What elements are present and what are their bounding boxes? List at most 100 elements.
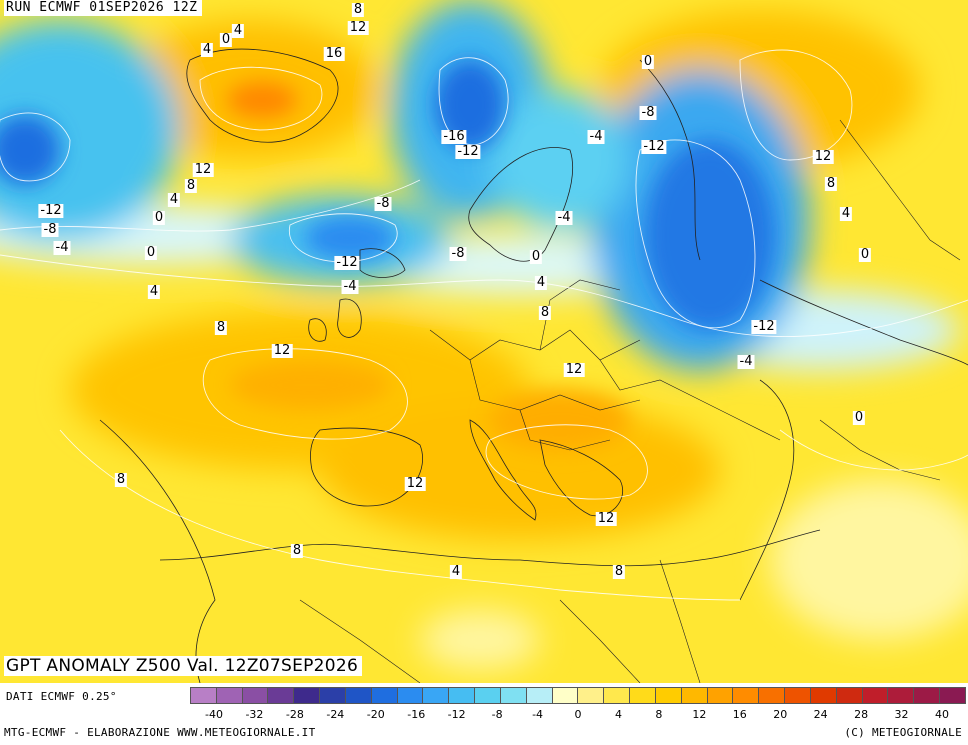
contour-label: 0: [529, 249, 543, 264]
legend-tick-label: -40: [205, 708, 223, 721]
contour-label: 12: [271, 343, 293, 358]
contour-label: 0: [219, 32, 233, 47]
legend-color-cell: [810, 688, 837, 703]
legend-color-cell: [655, 688, 682, 703]
contour-label: -4: [555, 210, 573, 225]
legend-tick-label: -32: [245, 708, 264, 721]
legend-tick-label: -24: [326, 708, 345, 721]
contour-label: 8: [351, 2, 365, 17]
contour-label: 8: [538, 305, 552, 320]
legend-color-cell: [604, 688, 631, 703]
legend-tick-label: 12: [692, 708, 707, 721]
legend-tick-label: -16: [407, 708, 426, 721]
contour-label: 4: [200, 42, 214, 57]
anomaly-map: 8 12 4 0 4 16 0 -16 -12 -4 -8 -12 12 8 4…: [0, 0, 968, 683]
contour-label: 12: [347, 20, 369, 35]
legend-color-cell: [294, 688, 321, 703]
legend-color-cell: [888, 688, 915, 703]
legend-tick-label: 32: [894, 708, 909, 721]
legend-tick-label: 16: [732, 708, 747, 721]
contour-label: -8: [374, 196, 392, 211]
run-label: RUN ECMWF 01SEP2026 12Z: [4, 0, 202, 16]
contour-label: 4: [147, 284, 161, 299]
legend-color-cell: [707, 688, 734, 703]
contour-label: 4: [167, 192, 181, 207]
legend-color-cell: [242, 688, 269, 703]
map-canvas: [0, 0, 968, 683]
contour-label: 0: [641, 54, 655, 69]
contour-label: 0: [852, 410, 866, 425]
contour-label: -4: [737, 354, 755, 369]
contour-label: 0: [144, 245, 158, 260]
legend-color-cell: [836, 688, 863, 703]
legend-color-cell: [552, 688, 579, 703]
legend-color-cell: [216, 688, 243, 703]
color-scale-legend: [190, 687, 966, 704]
legend-tick-label: -20: [366, 708, 385, 721]
legend-tick-label: 4: [614, 708, 622, 721]
legend-color-cell: [785, 688, 811, 703]
legend-tick-label: -4: [532, 708, 544, 721]
legend-color-cell: [345, 688, 372, 703]
contour-label: 4: [449, 564, 463, 579]
legend-tick-label: 20: [773, 708, 788, 721]
map-title: GPT ANOMALY Z500 Val. 12Z07SEP2026: [4, 656, 363, 676]
legend-color-cell: [191, 688, 217, 703]
credits-right: (C) METEOGIORNALE: [844, 726, 962, 739]
contour-label: -8: [449, 246, 467, 261]
legend-color-cell: [578, 688, 605, 703]
legend-tick-label: 0: [574, 708, 582, 721]
legend-tick-label: -12: [447, 708, 466, 721]
legend-color-cell: [397, 688, 424, 703]
legend-color-cell: [681, 688, 708, 703]
legend-color-cell: [475, 688, 501, 703]
legend-color-cell: [940, 688, 965, 703]
legend-color-cell: [371, 688, 398, 703]
contour-label: 0: [152, 210, 166, 225]
data-source-label: DATI ECMWF 0.25°: [6, 690, 117, 703]
contour-label: 8: [824, 176, 838, 191]
legend-tick-label: -28: [285, 708, 304, 721]
contour-label: 12: [812, 149, 834, 164]
contour-label: 12: [595, 511, 617, 526]
contour-label: -8: [41, 222, 59, 237]
contour-label: 8: [612, 564, 626, 579]
legend-tick-label: -8: [491, 708, 503, 721]
contour-label: 8: [290, 543, 304, 558]
contour-label: 4: [839, 206, 853, 221]
contour-label: 8: [114, 472, 128, 487]
contour-label: 12: [192, 162, 214, 177]
legend-tick-label: 8: [655, 708, 663, 721]
legend-color-cell: [526, 688, 553, 703]
credits-left: MTG-ECMWF - ELABORAZIONE WWW.METEOGIORNA…: [4, 726, 316, 739]
legend-tick-label: 40: [935, 708, 949, 721]
legend-color-cell: [268, 688, 295, 703]
legend-color-cell: [862, 688, 889, 703]
legend-color-cell: [320, 688, 346, 703]
contour-label: 12: [404, 476, 426, 491]
contour-label: 4: [231, 23, 245, 38]
borders: [299, 119, 961, 683]
coastlines: [99, 48, 968, 683]
legend-color-cell: [423, 688, 450, 703]
contour-label: -12: [455, 144, 481, 159]
contour-label: 4: [534, 275, 548, 290]
legend-color-cell: [500, 688, 527, 703]
contour-label: 12: [563, 362, 585, 377]
legend-color-cell: [630, 688, 656, 703]
contour-label: -4: [341, 279, 359, 294]
contour-label: 16: [323, 46, 345, 61]
legend-color-cell: [449, 688, 476, 703]
legend-color-cell: [759, 688, 786, 703]
contour-label: 8: [184, 178, 198, 193]
anomaly-core-layer: [0, 60, 775, 450]
contour-label: -12: [334, 255, 360, 270]
contour-label: 0: [858, 247, 872, 262]
contour-label: -4: [53, 240, 71, 255]
footer-legend-panel: DATI ECMWF 0.25° -40 -32 -28 -24 -20 -16 -12 -8…: [0, 683, 968, 745]
legend-tick-label: 24: [813, 708, 828, 721]
contour-label: -8: [639, 105, 657, 120]
legend-color-cell: [733, 688, 760, 703]
legend-color-cell: [914, 688, 941, 703]
legend-tick-label: 28: [854, 708, 869, 721]
